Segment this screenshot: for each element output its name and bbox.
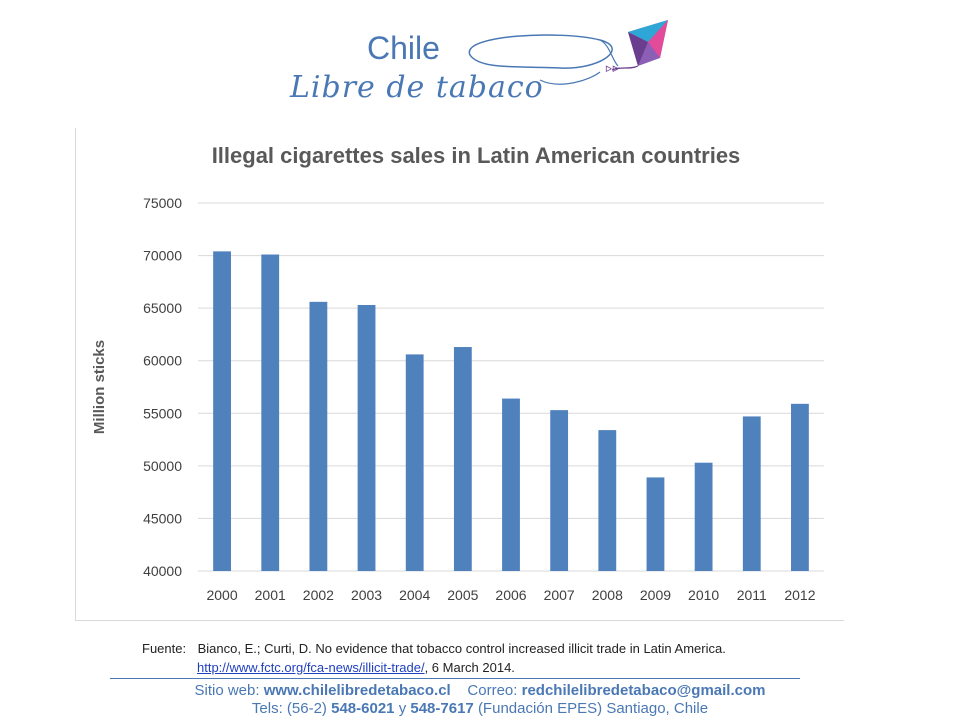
footer-y: y	[398, 700, 407, 717]
x-tick-label: 2004	[399, 587, 430, 603]
footer-org: (Fundación EPES) Santiago, Chile	[477, 700, 709, 717]
kite-icon: ᐅᐅ	[468, 20, 668, 85]
source-text: Bianco, E.; Curti, D. No evidence that t…	[197, 641, 726, 656]
footer-mail-label: Correo:	[467, 682, 518, 699]
x-tick-label: 2012	[784, 587, 815, 603]
y-tick-label: 75000	[143, 195, 182, 211]
source-date: , 6 March 2014.	[424, 660, 515, 675]
chart-title: Illegal cigarettes sales in Latin Americ…	[212, 143, 741, 168]
x-tick-label: 2000	[206, 587, 237, 603]
footer-tel-label: Tels: (56-2)	[251, 700, 327, 717]
source-citation: Fuente: Bianco, E.; Curti, D. No evidenc…	[142, 639, 726, 677]
svg-text:ᐅᐅ: ᐅᐅ	[605, 65, 619, 75]
footer-contact-line: Sitio web: www.chilelibredetabaco.cl Cor…	[0, 682, 960, 699]
x-tick-label: 2009	[640, 587, 671, 603]
y-tick-label: 65000	[143, 300, 182, 316]
x-tick-label: 2011	[737, 587, 767, 603]
x-tick-label: 2010	[688, 587, 719, 603]
bar	[213, 251, 231, 571]
bar	[598, 430, 617, 571]
bar	[646, 477, 665, 571]
bar	[550, 410, 569, 571]
footer-mail[interactable]: redchilelibredetabaco@gmail.com	[521, 682, 766, 699]
y-tick-label: 55000	[143, 405, 182, 421]
bar	[357, 304, 376, 571]
y-tick-label: 45000	[143, 510, 182, 526]
bar	[791, 403, 809, 571]
logo-chile: Chile	[367, 30, 440, 66]
x-tick-label: 2002	[303, 587, 334, 603]
y-tick-label: 70000	[143, 248, 182, 264]
footer-tel2: 548-7617	[410, 700, 474, 717]
x-tick-label: 2001	[255, 587, 286, 603]
bar	[742, 416, 761, 571]
bar	[694, 462, 713, 571]
bar	[261, 254, 280, 571]
logo-libre-de-tabaco: Libre de tabaco	[290, 70, 544, 105]
x-tick-label: 2005	[447, 587, 478, 603]
footer-divider	[110, 678, 800, 679]
footer-web-label: Sitio web:	[194, 682, 260, 699]
footer-phone-line: Tels: (56-2) 548-6021 y 548-7617 (Fundac…	[0, 700, 960, 717]
x-tick-label: 2003	[351, 587, 382, 603]
footer-web[interactable]: www.chilelibredetabaco.cl	[263, 682, 451, 699]
bar	[405, 354, 424, 571]
x-tick-label: 2006	[495, 587, 526, 603]
footer-tel1: 548-6021	[331, 700, 395, 717]
y-tick-label: 50000	[143, 458, 182, 474]
x-tick-label: 2007	[544, 587, 575, 603]
bar-chart: Illegal cigarettes sales in Latin Americ…	[91, 143, 824, 603]
chart-panel: Illegal cigarettes sales in Latin Americ…	[75, 128, 844, 621]
y-axis-label: Million sticks	[91, 340, 108, 434]
bar	[502, 398, 520, 571]
y-tick-label: 40000	[143, 563, 182, 579]
source-link[interactable]: http://www.fctc.org/fca-news/illicit-tra…	[197, 660, 425, 675]
source-label: Fuente:	[142, 641, 187, 656]
x-tick-label: 2008	[592, 587, 623, 603]
bar	[309, 301, 328, 571]
logo: ᐅᐅ Chile Libre de tabaco	[0, 0, 960, 115]
y-tick-label: 60000	[143, 353, 182, 369]
bar	[453, 347, 472, 571]
